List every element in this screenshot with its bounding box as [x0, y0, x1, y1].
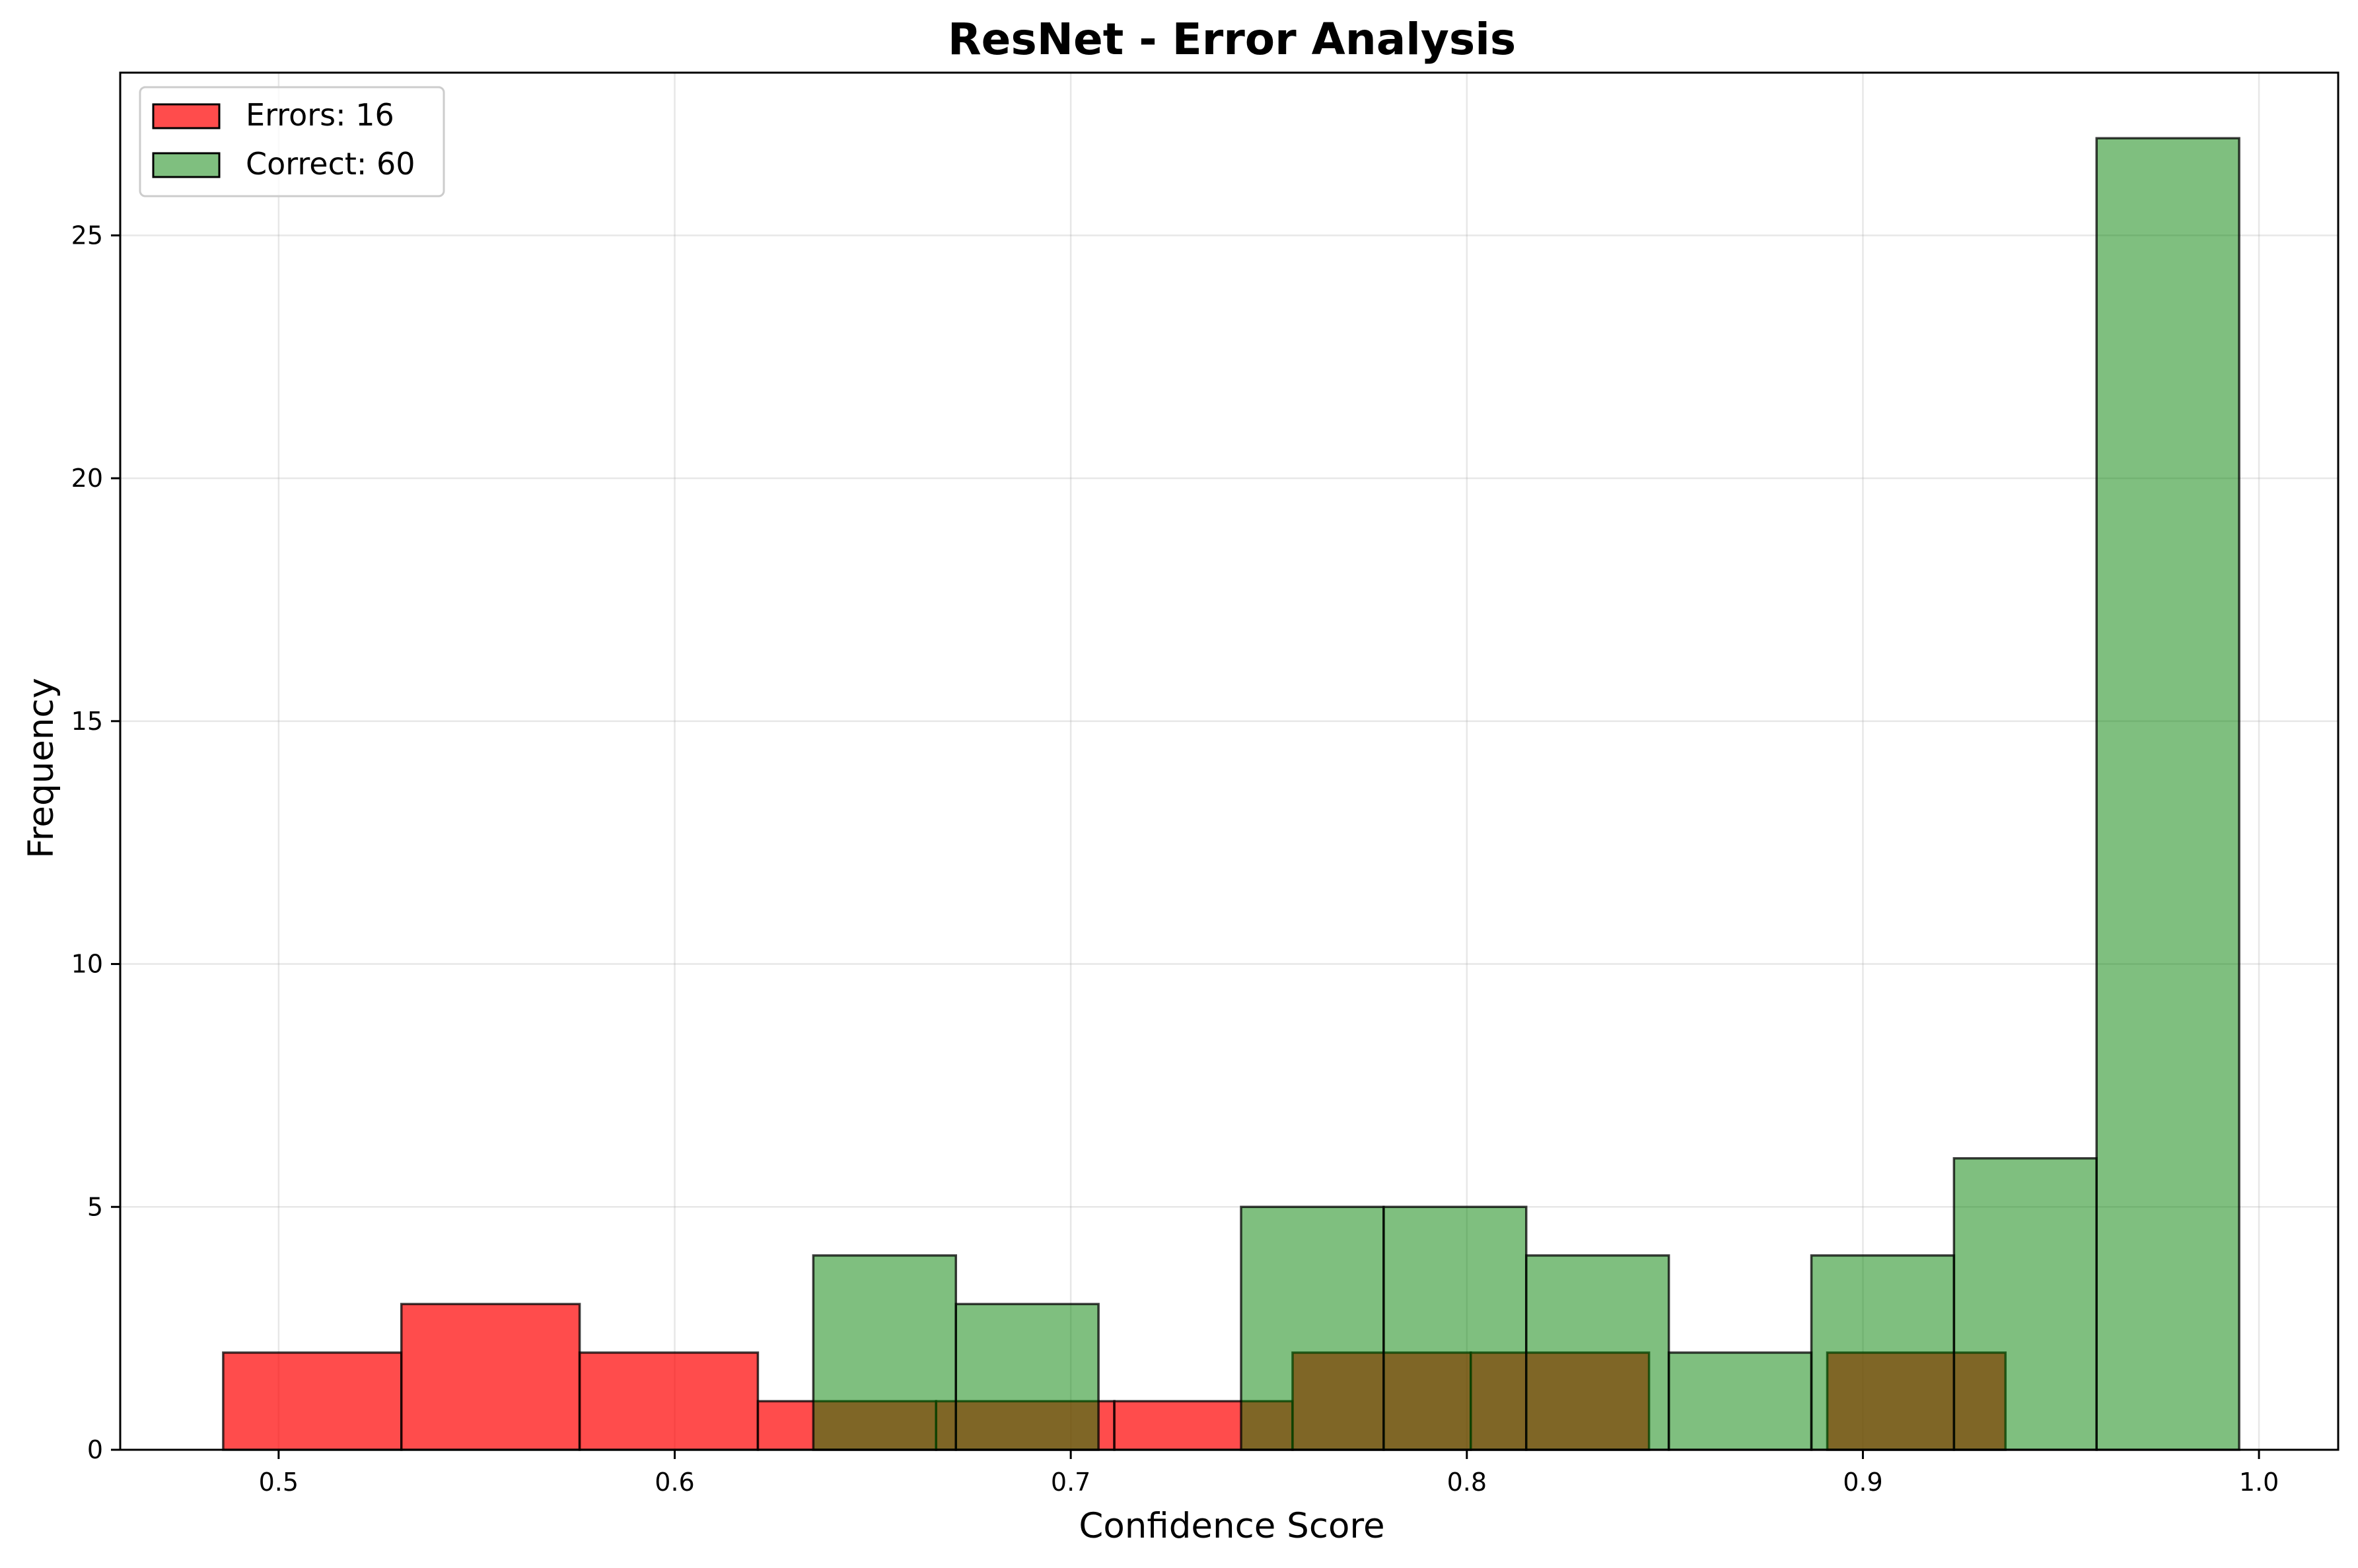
y-tick-label-4: 20 — [71, 464, 103, 493]
correct-bar-6 — [1667, 1351, 1813, 1451]
x-tick-label-5: 1.0 — [2239, 1468, 2279, 1497]
ticks: 0.5 0.6 0.7 0.8 0.9 1.0 0 5 10 15 20 25 — [71, 221, 2279, 1497]
axes — [119, 71, 2340, 1451]
chart-title: ResNet - Error Analysis — [948, 14, 1516, 65]
y-tick-label-5: 25 — [71, 221, 103, 250]
correct-bar-7 — [1810, 1254, 1956, 1451]
correct-bar-9 — [2095, 137, 2240, 1451]
legend-label-errors: Errors: 16 — [246, 97, 394, 133]
x-tick-label-4: 0.9 — [1843, 1468, 1882, 1497]
y-axis-label: Frequency — [21, 678, 61, 859]
correct-bar-4 — [1382, 1205, 1528, 1451]
error-bar-2 — [578, 1351, 760, 1451]
legend: Errors: 16 Correct: 60 — [139, 86, 445, 197]
error-bar-1 — [400, 1302, 581, 1451]
legend-label-correct: Correct: 60 — [246, 146, 415, 182]
correct-bar-8 — [1952, 1157, 2098, 1451]
x-tick-label-2: 0.7 — [1051, 1468, 1090, 1497]
legend-swatch-errors — [152, 103, 221, 129]
y-tick-label-0: 0 — [87, 1435, 103, 1464]
x-tick-label-1: 0.6 — [655, 1468, 694, 1497]
y-tick-label-1: 5 — [87, 1192, 103, 1221]
y-tick-label-3: 15 — [71, 707, 103, 736]
correct-bar-1 — [954, 1302, 1100, 1451]
plot-frame — [119, 71, 2340, 1451]
x-tick-label-3: 0.8 — [1447, 1468, 1487, 1497]
correct-bar-5 — [1524, 1254, 1670, 1451]
x-axis-label: Confidence Score — [1079, 1506, 1384, 1546]
correct-bar-0 — [812, 1254, 957, 1451]
correct-bar-3 — [1240, 1205, 1385, 1451]
bars — [222, 137, 2240, 1451]
legend-swatch-correct — [152, 152, 221, 178]
y-tick-label-2: 10 — [71, 950, 103, 979]
x-tick-label-0: 0.5 — [259, 1468, 299, 1497]
error-bar-0 — [222, 1351, 403, 1451]
